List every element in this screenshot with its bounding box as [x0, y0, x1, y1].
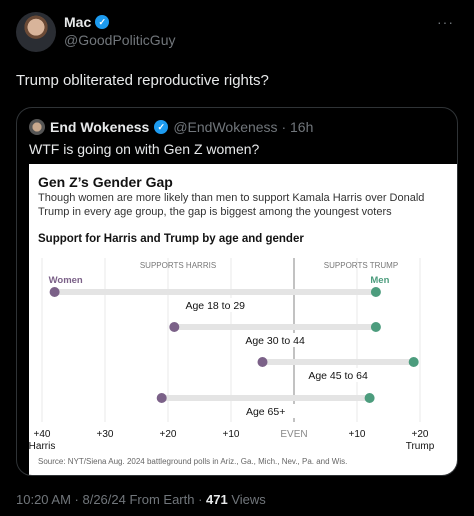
dumbbell-chart: SUPPORTS HARRIS SUPPORTS TRUMP Women Men Age… — [29, 258, 435, 452]
quoted-post-text: WTF is going on with Gen Z women? — [29, 141, 260, 157]
quoted-author-name[interactable]: End Wokeness — [50, 119, 150, 135]
tick-label: +20 — [160, 429, 177, 440]
tick-label: +20 — [412, 429, 429, 440]
graphic-subtitle: Though women are more likely than men to… — [38, 192, 425, 218]
row-label: Age 18 to 29 — [185, 300, 245, 312]
dot-men — [364, 393, 375, 403]
quoted-post[interactable]: End Wokeness ✓ @EndWokeness · 16h WTF is… — [16, 107, 458, 476]
dot-women — [257, 357, 268, 367]
dot-women — [169, 322, 180, 332]
author-name-row: Mac ✓ — [64, 14, 110, 30]
quoted-author-handle[interactable]: @EndWokeness · 16h — [173, 119, 314, 135]
post-timestamp[interactable]: 10:20 AM · 8/26/24 From Earth · — [16, 492, 207, 507]
author-name[interactable]: Mac — [64, 14, 92, 30]
author-handle[interactable]: @GoodPoliticGuy — [64, 32, 176, 48]
graphic-title: Gen Z’s Gender Gap — [38, 174, 173, 190]
verified-badge-icon: ✓ — [95, 15, 110, 29]
views-label: Views — [227, 492, 266, 507]
post-text: Trump obliterated reproductive rights? — [16, 72, 269, 89]
dot-women — [156, 393, 167, 403]
verified-badge-icon: ✓ — [154, 120, 169, 134]
quoted-post-header: End Wokeness ✓ @EndWokeness · 16h — [29, 119, 313, 135]
section-label-trump: SUPPORTS TRUMP — [324, 261, 398, 270]
post-meta: 10:20 AM · 8/26/24 From Earth · 471 View… — [16, 492, 266, 507]
tick-label: +30 — [97, 429, 114, 440]
views-count: 471 — [206, 492, 228, 507]
row-label-bg — [181, 298, 250, 312]
post-header: Mac ✓ @GoodPoliticGuy ··· — [16, 12, 458, 56]
legend-women: Women — [49, 275, 83, 286]
row-label: Age 30 to 44 — [245, 335, 305, 347]
more-options-icon[interactable]: ··· — [437, 14, 454, 30]
row-label-bg — [231, 404, 300, 418]
row-label: Age 65+ — [246, 406, 285, 418]
section-label-harris: SUPPORTS HARRIS — [140, 261, 216, 270]
row-label-bg — [241, 333, 310, 347]
tick-label: +40 — [34, 429, 51, 440]
chart-source: Source: NYT/Siena Aug. 2024 battleground… — [38, 457, 348, 466]
chart-graphic[interactable]: Gen Z’s Gender Gap Though women are more… — [29, 164, 457, 475]
legend-men: Men — [370, 275, 389, 286]
dot-women — [49, 287, 60, 297]
dot-men — [370, 322, 381, 332]
quoted-author-avatar[interactable] — [29, 119, 45, 135]
tick-sublabel: Trump — [406, 441, 435, 452]
dot-men — [408, 357, 419, 367]
tick-label: +10 — [349, 429, 366, 440]
row-label: Age 45 to 64 — [308, 370, 368, 382]
chart-title: Support for Harris and Trump by age and … — [38, 233, 304, 245]
tick-sublabel: Harris — [29, 441, 55, 452]
dot-men — [370, 287, 381, 297]
author-avatar[interactable] — [16, 12, 56, 52]
tick-label: EVEN — [280, 429, 307, 440]
row-label-bg — [304, 368, 373, 382]
tick-label: +10 — [223, 429, 240, 440]
